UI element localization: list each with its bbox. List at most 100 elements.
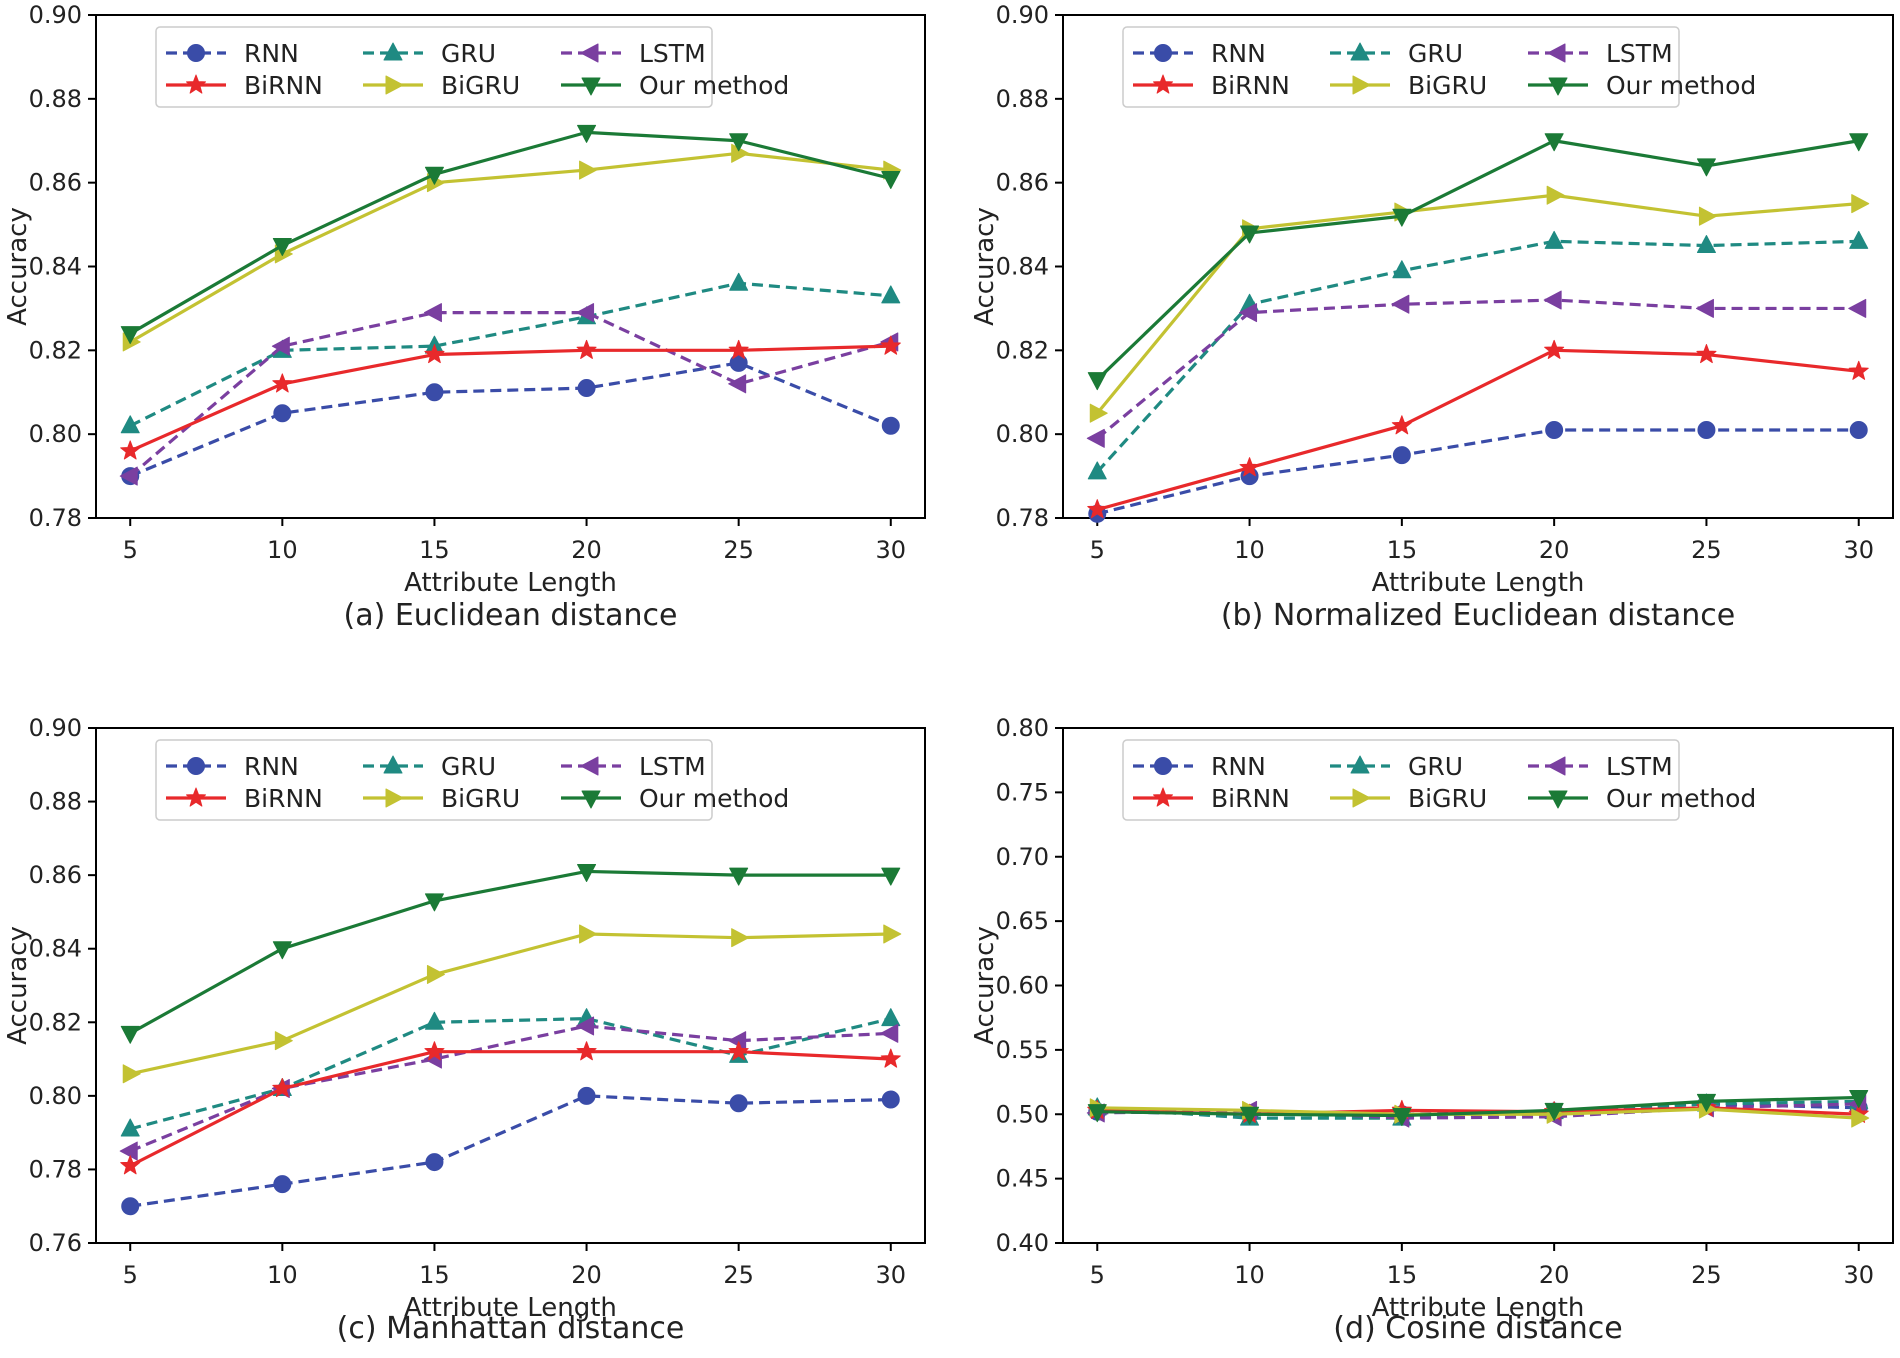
data-point xyxy=(1695,298,1714,318)
data-point xyxy=(1545,420,1564,439)
y-tick-label: 0.80 xyxy=(29,1082,82,1110)
data-point xyxy=(1544,133,1564,152)
data-point xyxy=(1544,1102,1564,1121)
legend-marker xyxy=(1154,757,1172,775)
legend-marker xyxy=(581,77,601,96)
data-point xyxy=(881,1008,901,1027)
data-point xyxy=(272,373,293,393)
y-axis-label: Accuracy xyxy=(970,926,1000,1045)
data-point xyxy=(1392,260,1412,279)
legend-label: LSTM xyxy=(1606,39,1673,68)
data-point xyxy=(1392,208,1412,227)
data-point xyxy=(1392,446,1411,465)
legend-item: Our method xyxy=(561,784,789,813)
legend-label: RNN xyxy=(1211,39,1266,68)
y-tick-label: 0.45 xyxy=(996,1165,1049,1193)
y-tick-label: 0.84 xyxy=(996,253,1049,281)
x-tick-label: 10 xyxy=(1234,1261,1265,1289)
y-tick-label: 0.84 xyxy=(29,253,82,281)
legend-marker xyxy=(185,787,207,807)
x-tick-label: 30 xyxy=(876,1261,907,1289)
legend-marker xyxy=(1547,43,1566,63)
data-point xyxy=(881,867,901,886)
y-tick-label: 0.50 xyxy=(996,1100,1049,1128)
data-point xyxy=(424,344,445,364)
x-tick-label: 30 xyxy=(1843,1261,1874,1289)
legend-box xyxy=(155,739,713,821)
legend-marker xyxy=(581,790,601,809)
data-point xyxy=(1087,1104,1107,1123)
series-line xyxy=(129,1017,892,1131)
legend-label: LSTM xyxy=(639,39,706,68)
y-tick-label: 0.40 xyxy=(996,1229,1049,1257)
series-line xyxy=(1096,239,1859,473)
data-point xyxy=(576,339,597,359)
x-tick-label: 25 xyxy=(1691,536,1722,564)
x-tick-label: 25 xyxy=(1691,1261,1722,1289)
data-point xyxy=(271,336,290,356)
series-line xyxy=(1096,348,1859,512)
x-tick-label: 15 xyxy=(1387,1261,1418,1289)
data-point xyxy=(1240,225,1260,244)
legend-item: LSTM xyxy=(561,39,706,68)
series-lstm xyxy=(119,1016,899,1161)
data-point xyxy=(272,1078,293,1098)
data-point xyxy=(576,1016,595,1036)
legend-item: BiRNN xyxy=(1133,71,1290,100)
y-tick-label: 0.82 xyxy=(29,1008,82,1036)
data-point xyxy=(577,1086,596,1105)
data-point xyxy=(1544,230,1564,249)
legend-item: RNN xyxy=(1133,39,1266,68)
legend-marker xyxy=(187,44,205,62)
x-tick-label: 20 xyxy=(571,1261,602,1289)
y-tick-label: 0.76 xyxy=(29,1229,82,1257)
y-tick-label: 0.86 xyxy=(996,169,1049,197)
legend-marker xyxy=(383,42,403,61)
data-point xyxy=(121,1197,140,1216)
legend-marker xyxy=(1548,77,1568,96)
series-line xyxy=(129,311,892,478)
series-bigru xyxy=(122,924,902,1084)
legend-label: Our method xyxy=(639,71,789,100)
chart-panel-4: 0.40 0.45 0.50 0.55 0.60 0.65 0.70 0.75 0.80 5 10 1… xyxy=(970,714,1894,1346)
data-point xyxy=(1696,1093,1716,1112)
data-point xyxy=(1239,303,1258,323)
x-tick-label: 20 xyxy=(571,536,602,564)
data-point xyxy=(1849,420,1868,439)
x-tick-label: 30 xyxy=(876,536,907,564)
legend-item: BiRNN xyxy=(166,71,323,100)
x-axis-label: Attribute Length xyxy=(1372,568,1585,598)
data-point xyxy=(120,1025,140,1044)
data-point xyxy=(728,339,749,359)
x-tick-label: 25 xyxy=(723,536,754,564)
data-point xyxy=(1543,290,1562,310)
legend-label: BiGRU xyxy=(441,784,520,813)
data-point xyxy=(424,1041,445,1061)
legend-item: Our method xyxy=(561,71,789,100)
legend-label: LSTM xyxy=(1606,752,1673,781)
x-tick-label: 20 xyxy=(1539,1261,1570,1289)
data-point xyxy=(120,1118,140,1137)
data-point xyxy=(1392,1108,1412,1127)
series-birnn xyxy=(120,1041,901,1175)
data-point xyxy=(576,303,595,323)
legend-item: LSTM xyxy=(561,752,706,781)
legend-marker xyxy=(1350,755,1370,774)
legend-marker xyxy=(383,755,403,774)
series-birnn xyxy=(120,335,901,460)
data-point xyxy=(1697,420,1716,439)
legend-item: GRU xyxy=(1330,752,1463,781)
legend-marker xyxy=(1152,74,1174,94)
x-tick-label: 15 xyxy=(1387,536,1418,564)
legend-label: Our method xyxy=(1606,784,1756,813)
series-line xyxy=(1097,1095,1859,1118)
legend-marker xyxy=(385,788,404,808)
data-point xyxy=(1696,344,1717,364)
data-point xyxy=(119,466,138,486)
chart-panel-2: 0.78 0.80 0.82 0.84 0.86 0.88 0.90 5 10 15 20 25 30 A… xyxy=(970,1,1894,633)
legend-item: RNN xyxy=(166,39,299,68)
legend-marker xyxy=(385,75,404,95)
y-axis-label: Accuracy xyxy=(970,207,1000,326)
data-point xyxy=(881,1090,900,1109)
